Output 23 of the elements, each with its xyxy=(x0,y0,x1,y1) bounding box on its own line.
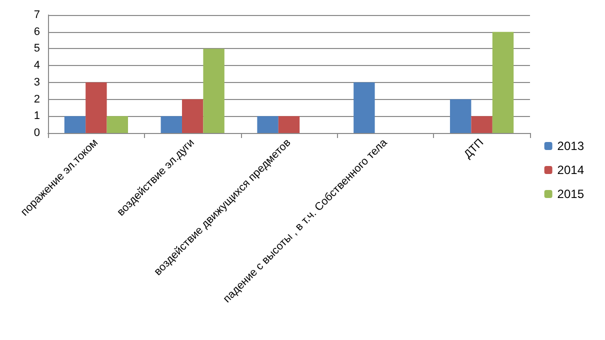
bar xyxy=(278,116,300,133)
y-tick-label: 1 xyxy=(34,110,40,122)
y-tick-label: 2 xyxy=(34,93,40,106)
legend-label: 2014 xyxy=(557,163,584,177)
bar xyxy=(86,82,107,133)
bar xyxy=(106,116,128,133)
y-tick-label: 4 xyxy=(34,60,40,72)
y-tick-label: 3 xyxy=(34,76,40,88)
bar xyxy=(64,116,86,133)
y-tick-label: 7 xyxy=(34,9,40,21)
bar xyxy=(450,99,472,133)
bar xyxy=(492,32,514,133)
bar xyxy=(203,48,224,133)
legend-label: 2013 xyxy=(557,139,584,153)
legend-label: 2015 xyxy=(557,187,584,201)
y-tick-label: 6 xyxy=(34,26,40,38)
y-tick-label: 0 xyxy=(34,127,40,139)
bar xyxy=(160,116,182,133)
bar xyxy=(182,99,204,133)
bar xyxy=(257,116,278,133)
y-tick-label: 5 xyxy=(34,42,40,55)
bar xyxy=(354,82,375,133)
bar xyxy=(471,116,492,133)
